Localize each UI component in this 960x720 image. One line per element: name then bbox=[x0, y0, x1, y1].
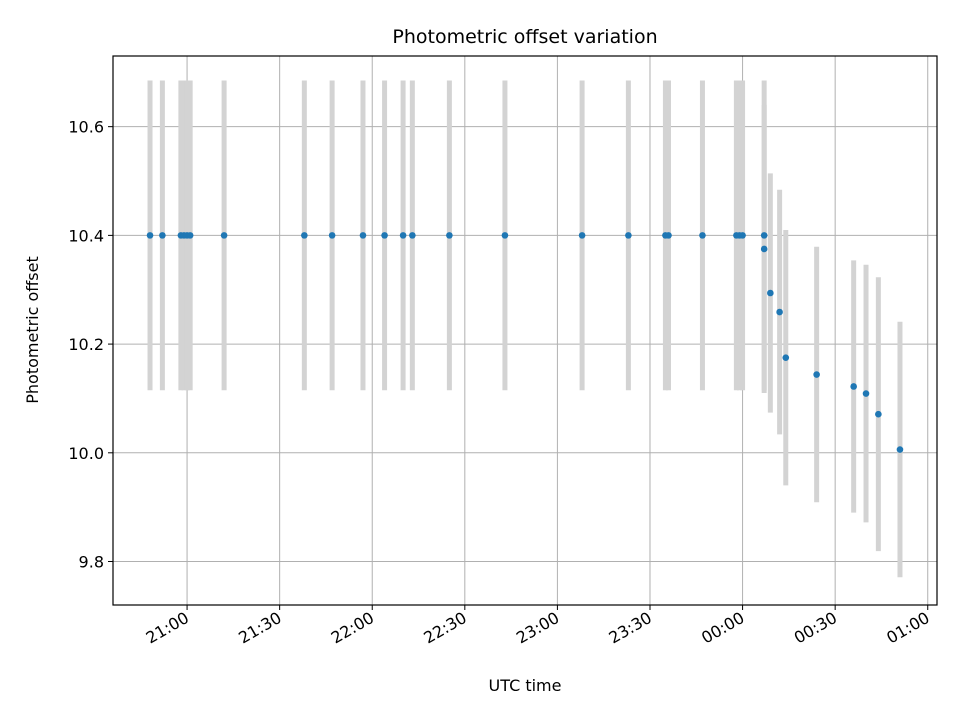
data-point bbox=[862, 390, 870, 397]
data-point bbox=[699, 232, 706, 239]
data-point bbox=[739, 232, 746, 239]
grid-layer bbox=[113, 56, 937, 605]
y-tick-label: 10.4 bbox=[68, 226, 104, 245]
data-point bbox=[359, 232, 367, 239]
data-point bbox=[328, 232, 336, 239]
data-point bbox=[875, 410, 882, 418]
plot-frame bbox=[112, 55, 938, 606]
data-point bbox=[760, 232, 768, 239]
chart-title: Photometric offset variation bbox=[392, 26, 657, 48]
data-point bbox=[159, 232, 166, 239]
data-point bbox=[760, 245, 768, 253]
data-point bbox=[186, 232, 194, 239]
data-point bbox=[578, 232, 586, 239]
y-tick-label: 9.8 bbox=[79, 553, 104, 572]
data-point bbox=[399, 232, 407, 239]
y-tick-label: 10.2 bbox=[68, 335, 104, 354]
data-point bbox=[896, 446, 904, 453]
data-point bbox=[146, 232, 154, 239]
data-point bbox=[301, 232, 308, 239]
y-tick-label: 10.0 bbox=[68, 444, 104, 463]
data-point bbox=[381, 232, 388, 239]
data-point bbox=[767, 289, 774, 297]
data-point bbox=[776, 308, 783, 316]
x-axis-label: UTC time bbox=[489, 676, 562, 695]
data-point bbox=[501, 232, 509, 239]
data-point bbox=[782, 354, 790, 361]
data-point bbox=[665, 232, 672, 239]
data-point bbox=[446, 232, 453, 239]
data-point bbox=[220, 232, 228, 239]
data-point bbox=[409, 232, 416, 239]
y-axis-label: Photometric offset bbox=[23, 256, 42, 404]
point-layer bbox=[146, 232, 904, 453]
data-point bbox=[850, 383, 857, 390]
data-point bbox=[813, 371, 820, 378]
data-point bbox=[625, 232, 632, 239]
y-tick-label: 10.6 bbox=[68, 118, 104, 137]
